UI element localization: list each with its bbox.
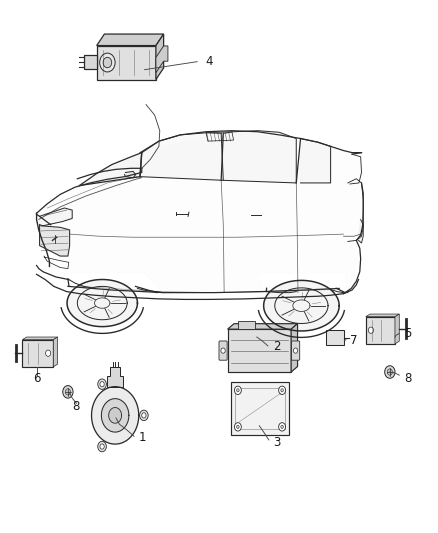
FancyBboxPatch shape [292, 341, 300, 360]
Circle shape [237, 389, 239, 392]
FancyBboxPatch shape [219, 341, 227, 360]
Circle shape [100, 53, 115, 72]
Text: 4: 4 [205, 55, 213, 68]
Polygon shape [300, 139, 331, 183]
Circle shape [98, 379, 106, 390]
Circle shape [385, 366, 395, 378]
Polygon shape [366, 314, 399, 317]
Circle shape [279, 423, 286, 431]
FancyBboxPatch shape [326, 330, 344, 345]
Circle shape [368, 327, 374, 333]
Polygon shape [156, 46, 168, 72]
Circle shape [281, 389, 283, 392]
Polygon shape [97, 34, 164, 45]
Circle shape [100, 382, 104, 387]
Text: 3: 3 [273, 435, 280, 448]
Circle shape [281, 425, 283, 429]
Circle shape [142, 413, 146, 418]
Circle shape [140, 410, 148, 421]
Text: 2: 2 [273, 341, 281, 353]
Text: 1: 1 [138, 431, 146, 445]
Polygon shape [140, 133, 223, 180]
Circle shape [98, 441, 106, 452]
FancyBboxPatch shape [228, 329, 291, 372]
Polygon shape [67, 279, 138, 327]
FancyBboxPatch shape [231, 383, 289, 435]
FancyBboxPatch shape [238, 321, 255, 329]
Polygon shape [102, 399, 129, 432]
Circle shape [234, 423, 241, 431]
Text: 5: 5 [404, 327, 412, 340]
Circle shape [293, 348, 298, 353]
Polygon shape [109, 408, 122, 423]
Polygon shape [395, 314, 399, 344]
Circle shape [65, 389, 71, 395]
Circle shape [387, 369, 392, 375]
Polygon shape [39, 208, 72, 226]
Polygon shape [22, 337, 58, 340]
FancyBboxPatch shape [97, 45, 156, 79]
Polygon shape [107, 367, 123, 386]
Circle shape [234, 386, 241, 394]
Polygon shape [124, 172, 136, 177]
Text: 8: 8 [404, 372, 412, 385]
Polygon shape [156, 34, 164, 79]
Text: 8: 8 [72, 400, 80, 413]
Circle shape [103, 58, 112, 68]
Polygon shape [358, 220, 363, 243]
Polygon shape [39, 225, 70, 256]
Polygon shape [53, 337, 58, 367]
Polygon shape [228, 324, 297, 329]
Circle shape [100, 444, 104, 449]
Circle shape [221, 348, 225, 353]
Polygon shape [84, 55, 97, 69]
Circle shape [46, 350, 51, 357]
Circle shape [63, 385, 73, 398]
Circle shape [237, 425, 239, 429]
Text: 7: 7 [350, 334, 357, 347]
Polygon shape [264, 280, 339, 331]
Polygon shape [92, 386, 139, 444]
Polygon shape [223, 131, 296, 183]
Text: 6: 6 [34, 372, 41, 385]
FancyBboxPatch shape [22, 340, 53, 367]
Polygon shape [79, 152, 142, 185]
Circle shape [279, 386, 286, 394]
Polygon shape [36, 131, 363, 293]
FancyBboxPatch shape [366, 317, 395, 344]
Polygon shape [291, 324, 297, 372]
